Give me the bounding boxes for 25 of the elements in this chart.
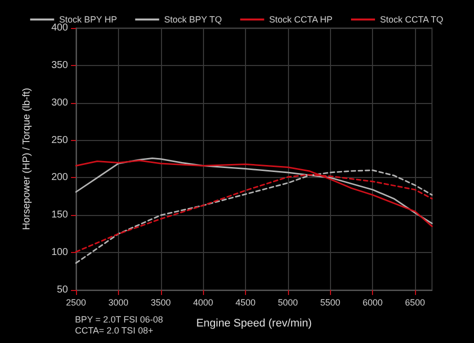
legend-label: Stock CCTA HP <box>269 14 333 24</box>
legend-label: Stock CCTA TQ <box>380 14 444 24</box>
y-tick-label: 300 <box>51 97 68 108</box>
y-tick-label: 200 <box>51 172 68 184</box>
legend-label: Stock BPY TQ <box>164 14 222 24</box>
y-tick-label: 400 <box>51 22 68 34</box>
x-tick-label: 4500 <box>236 298 256 308</box>
y-tick-label: 250 <box>51 134 68 146</box>
x-tick-label: 2500 <box>66 298 86 308</box>
x-tick-label: 6500 <box>405 298 426 308</box>
x-tick-label: 4000 <box>193 298 214 308</box>
x-axis-title: Engine Speed (rev/min) <box>196 318 312 330</box>
x-tick-label: 5000 <box>278 298 298 308</box>
x-tick-label: 3000 <box>108 298 128 308</box>
y-axis-title: Horsepower (HP) / Torque (lb-ft) <box>22 88 32 230</box>
y-tick-label: 50 <box>56 284 68 296</box>
text: CCTA= 2.0 TSI 08+ <box>75 326 154 336</box>
x-tick-label: 3500 <box>150 298 171 308</box>
y-tick-label: 350 <box>51 60 68 71</box>
text: BPY = 2.0T FSI 06-08 <box>75 314 163 324</box>
legend-label: Stock BPY HP <box>59 14 117 24</box>
y-tick-label: 150 <box>51 210 68 221</box>
y-tick-label: 100 <box>51 247 68 258</box>
x-tick-label: 5500 <box>320 298 340 308</box>
x-tick-label: 6000 <box>362 298 383 308</box>
